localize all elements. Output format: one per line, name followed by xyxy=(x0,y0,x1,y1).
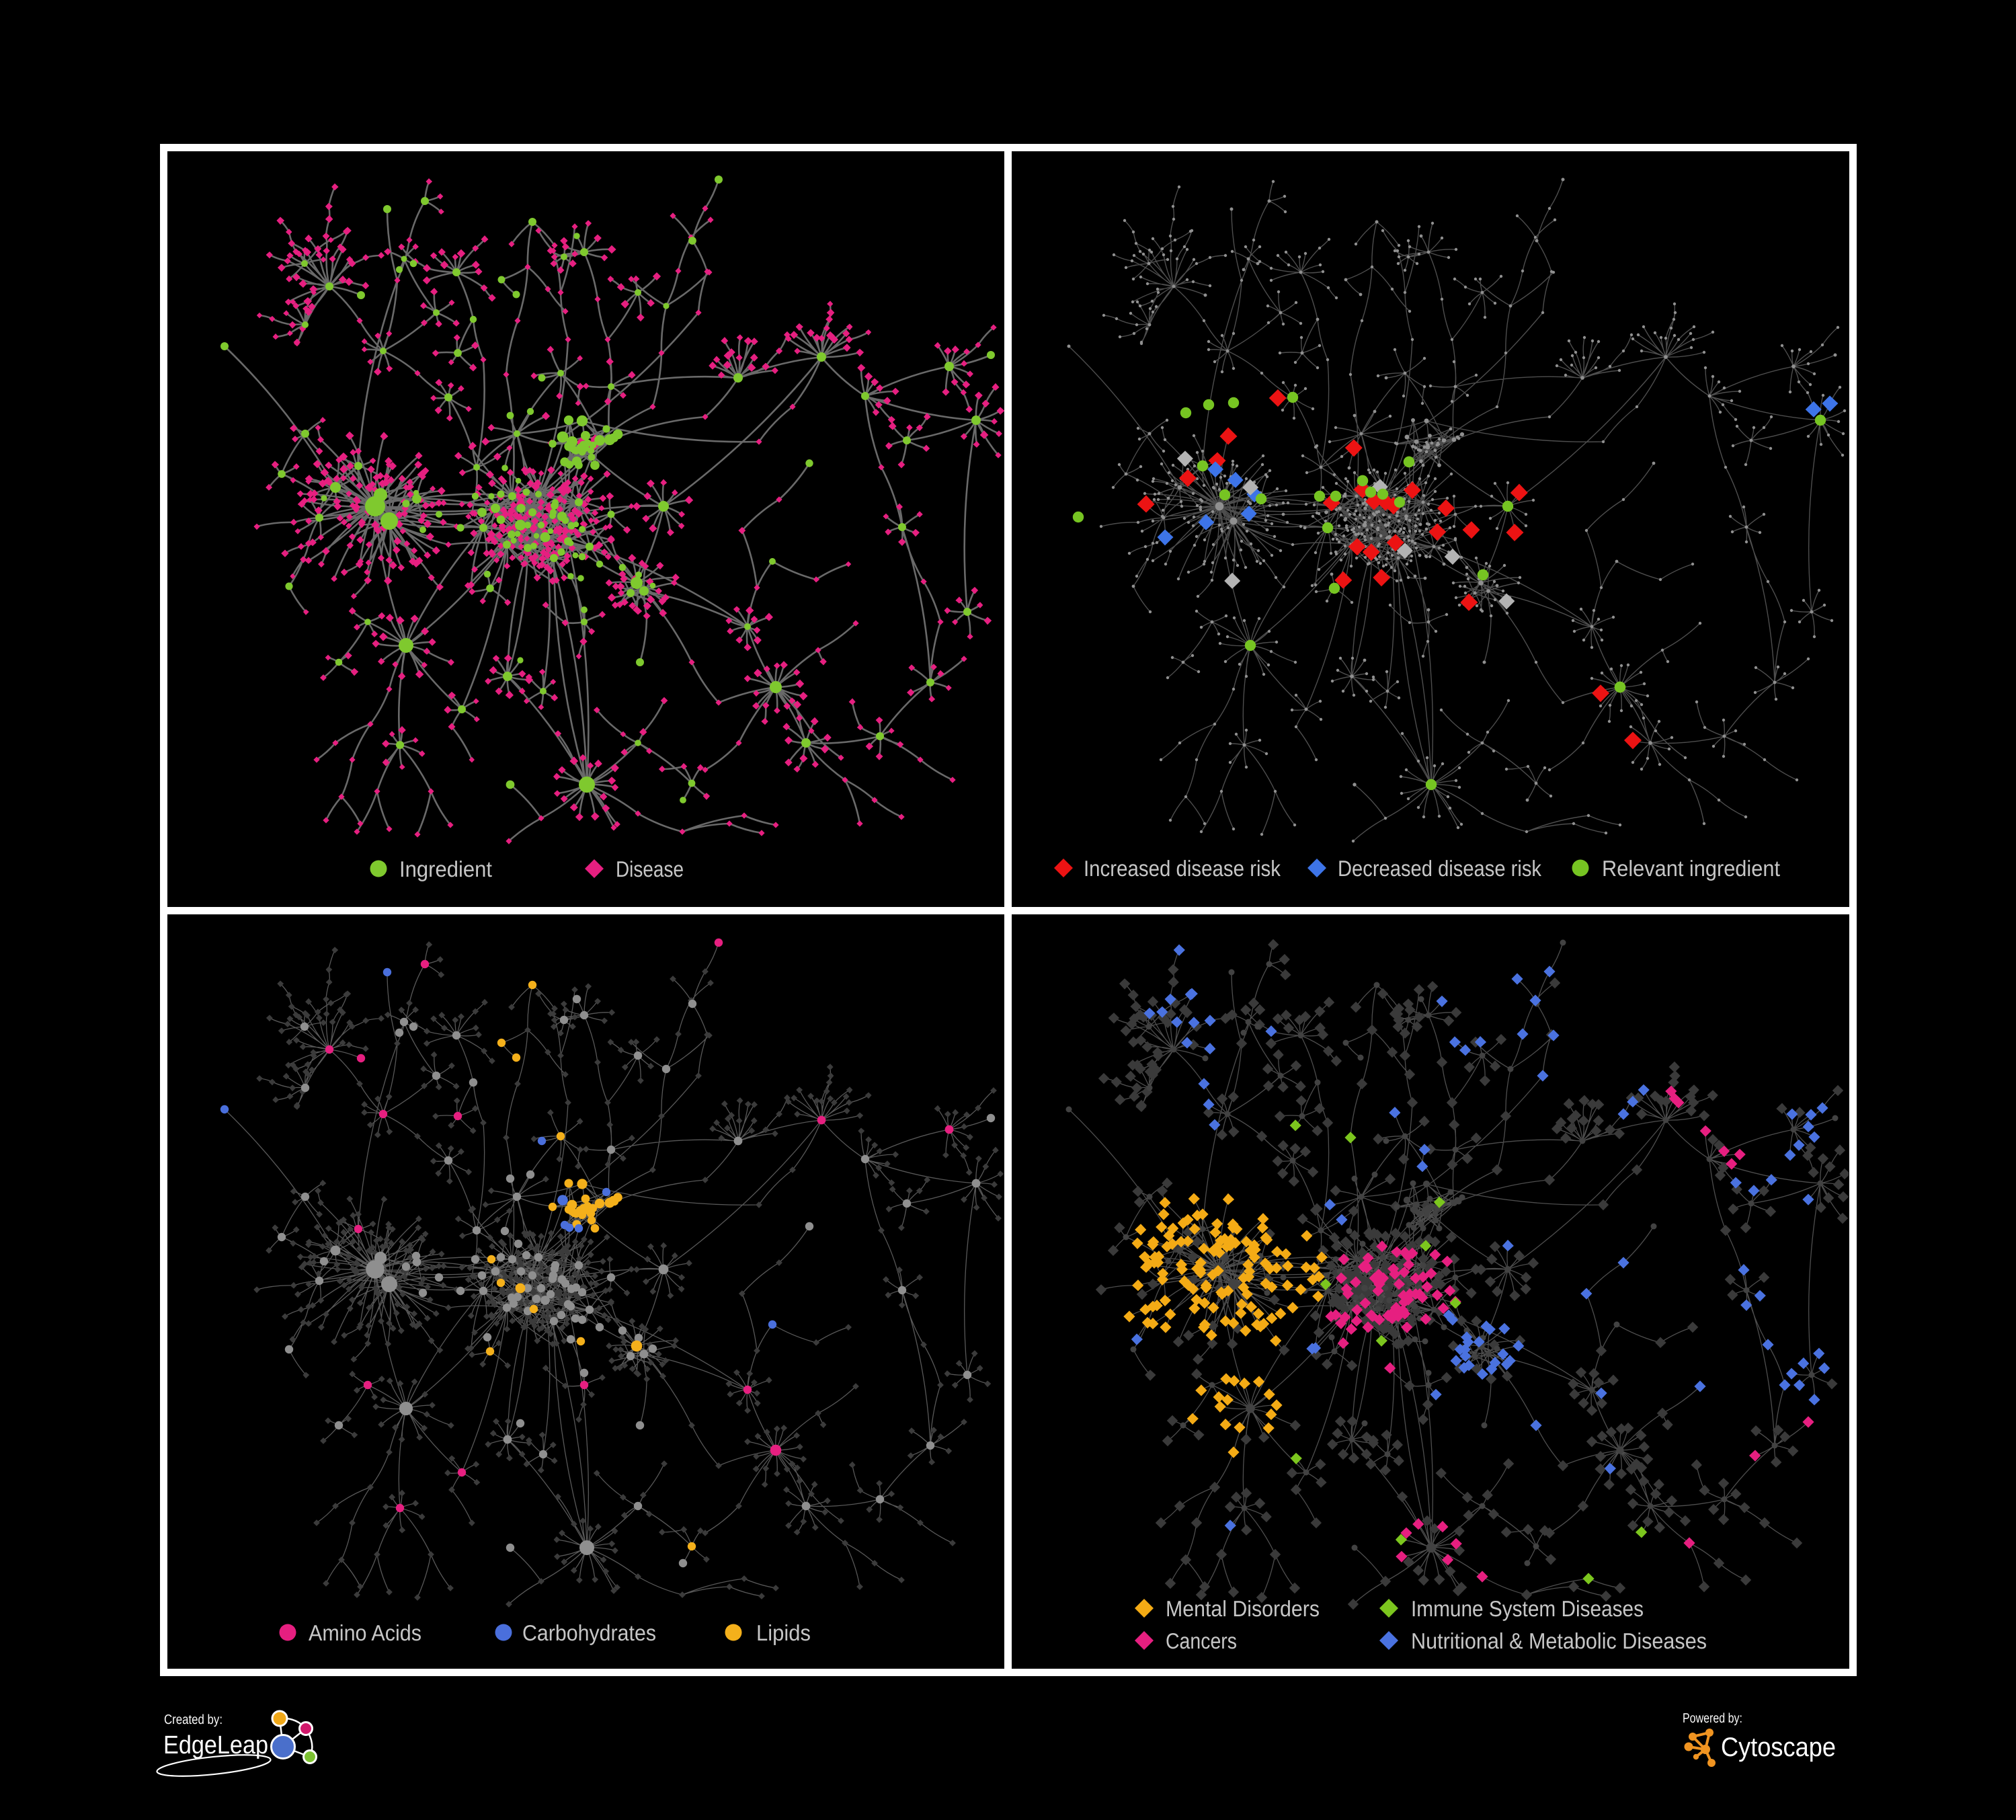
svg-text:Powered by:: Powered by: xyxy=(1683,1711,1742,1726)
svg-text:Carbohydrates: Carbohydrates xyxy=(522,1620,656,1645)
svg-text:Lipids: Lipids xyxy=(756,1620,811,1645)
svg-text:Created by:: Created by: xyxy=(164,1712,223,1727)
svg-text:Disease: Disease xyxy=(616,857,684,881)
svg-text:Increased disease risk: Increased disease risk xyxy=(1084,856,1281,881)
svg-text:Cancers: Cancers xyxy=(1166,1628,1237,1653)
svg-text:Nutritional & Metabolic Diseas: Nutritional & Metabolic Diseases xyxy=(1411,1628,1707,1653)
svg-text:Relevant ingredient: Relevant ingredient xyxy=(1602,856,1780,881)
svg-text:Decreased disease risk: Decreased disease risk xyxy=(1338,856,1541,881)
svg-text:Mental Disorders: Mental Disorders xyxy=(1166,1596,1320,1621)
svg-text:EdgeLeap: EdgeLeap xyxy=(163,1731,268,1759)
svg-text:Ingredient: Ingredient xyxy=(399,857,492,881)
svg-text:Cytoscape: Cytoscape xyxy=(1721,1733,1836,1762)
svg-text:Amino Acids: Amino Acids xyxy=(309,1620,421,1645)
svg-text:Immune System Diseases: Immune System Diseases xyxy=(1411,1596,1644,1621)
